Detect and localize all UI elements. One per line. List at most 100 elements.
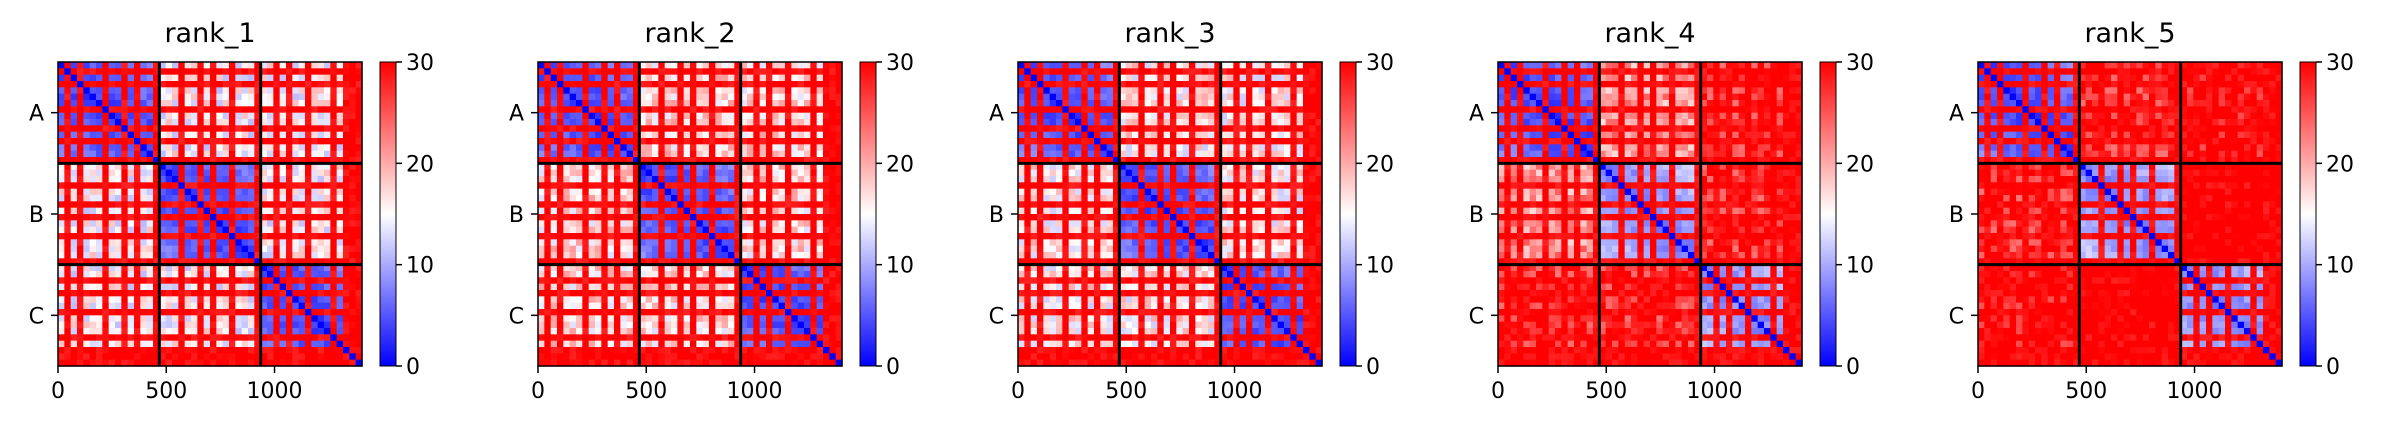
heatmap-cell (349, 309, 356, 316)
heatmap-cell (620, 170, 627, 177)
heatmap-cell (77, 290, 84, 297)
heatmap-cell (311, 151, 318, 158)
heatmap-cell (77, 201, 84, 208)
heatmap-cell (563, 277, 570, 284)
heatmap-cell (601, 87, 608, 94)
heatmap-cell (1132, 75, 1139, 82)
heatmap-cell (810, 246, 817, 253)
heatmap-cell (627, 322, 634, 329)
heatmap-cell (178, 144, 185, 151)
heatmap-cell (337, 100, 344, 107)
heatmap-cell (128, 271, 135, 278)
heatmap-cell (343, 182, 350, 189)
heatmap-cell (570, 113, 577, 120)
heatmap-cell (273, 176, 280, 183)
heatmap-cell (286, 68, 293, 75)
heatmap-cell (798, 113, 805, 120)
heatmap-cell (286, 176, 293, 183)
heatmap-cell (242, 214, 249, 221)
heatmap-cell (1189, 68, 1196, 75)
heatmap-cell (747, 144, 754, 151)
heatmap-cell (570, 347, 577, 354)
heatmap-cell (690, 113, 697, 120)
heatmap-cell (646, 353, 653, 360)
heatmap-cell (791, 94, 798, 101)
heatmap-cell (1202, 81, 1209, 88)
heatmap-cell (766, 176, 773, 183)
heatmap-cell (1088, 62, 1095, 69)
heatmap-cell (728, 290, 735, 297)
heatmap-cell (703, 353, 710, 360)
heatmap-cell (722, 189, 729, 196)
heatmap-cell (544, 75, 551, 82)
heatmap-cell (337, 201, 344, 208)
heatmap-cell (614, 246, 621, 253)
heatmap-cell (223, 315, 230, 322)
heatmap-cell (235, 353, 242, 360)
heatmap-cell (109, 347, 116, 354)
heatmap-cell (576, 239, 583, 246)
heatmap-cell (791, 334, 798, 341)
heatmap-cell (305, 62, 312, 69)
heatmap-cell (292, 353, 299, 360)
heatmap-cell (318, 132, 325, 139)
heatmap-cell (216, 328, 223, 335)
heatmap-cell (544, 252, 551, 259)
heatmap-cell (273, 62, 280, 69)
heatmap-cell (292, 75, 299, 82)
heatmap-cell (1024, 94, 1031, 101)
heatmap-cell (1246, 100, 1253, 107)
heatmap-cell (823, 284, 830, 291)
heatmap-cell (671, 68, 678, 75)
heatmap-cell (318, 334, 325, 341)
heatmap-cell (696, 170, 703, 177)
heatmap-cell (64, 170, 71, 177)
heatmap-cell (589, 347, 596, 354)
heatmap-cell (804, 309, 811, 316)
heatmap-cell (109, 271, 116, 278)
heatmap-cell (178, 220, 185, 227)
heatmap-cell (728, 119, 735, 126)
heatmap-cell (90, 195, 97, 202)
heatmap-cell (115, 227, 122, 234)
heatmap-cell (652, 87, 659, 94)
heatmap-cell (760, 296, 767, 303)
heatmap-cell (1031, 94, 1038, 101)
heatmap-cell (589, 151, 596, 158)
heatmap-cell (337, 341, 344, 348)
heatmap-cell (595, 227, 602, 234)
heatmap-cell (576, 132, 583, 139)
heatmap-cell (589, 189, 596, 196)
heatmap-cell (570, 81, 577, 88)
heatmap-cell (627, 227, 634, 234)
heatmap-cell (753, 334, 760, 341)
heatmap-cell (582, 303, 589, 310)
heatmap-cell (544, 353, 551, 360)
heatmap-cell (58, 277, 65, 284)
heatmap-cell (349, 87, 356, 94)
heatmap-cell (779, 182, 786, 189)
heatmap-cell (305, 341, 312, 348)
heatmap-cell (172, 144, 179, 151)
heatmap-cell (166, 125, 173, 132)
heatmap-cell (248, 290, 255, 297)
heatmap-cell (121, 233, 128, 240)
heatmap-cell (582, 220, 589, 227)
heatmap-cell (216, 309, 223, 316)
heatmap-cell (1278, 87, 1285, 94)
heatmap-cell (64, 189, 71, 196)
heatmap-cell (760, 284, 767, 291)
heatmap-cell (671, 277, 678, 284)
heatmap-cell (747, 252, 754, 259)
heatmap-cell (665, 170, 672, 177)
heatmap-cell (147, 347, 154, 354)
heatmap-cell (791, 277, 798, 284)
heatmap-cell (166, 347, 173, 354)
heatmap-cell (311, 125, 318, 132)
heatmap-cell (229, 125, 236, 132)
heatmap-cell (248, 315, 255, 322)
heatmap-cell (242, 252, 249, 259)
heatmap-cell (1126, 62, 1133, 69)
heatmap-cell (576, 195, 583, 202)
heatmap-cell (677, 303, 684, 310)
